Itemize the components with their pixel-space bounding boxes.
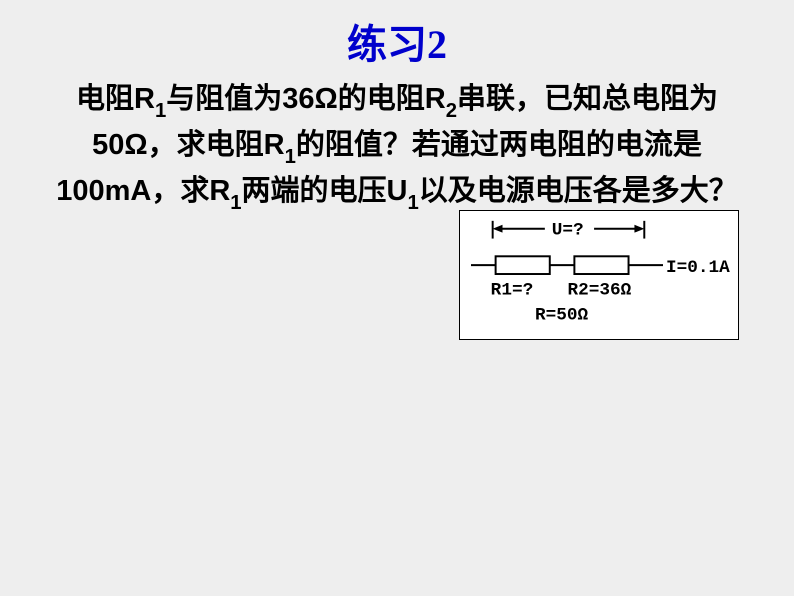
sub-r1-b: 1	[285, 146, 296, 168]
slide-title: 练习2	[0, 0, 794, 70]
resistor-r1	[496, 256, 550, 274]
u-arrow-left-head	[493, 225, 503, 233]
problem-line1-part3: 串联，已知总电阻为	[457, 83, 718, 115]
problem-line1-part1: 电阻R	[76, 83, 155, 115]
problem-line2-part2: 的阻值？若通过两电阻的电流是	[296, 129, 702, 161]
problem-line3-part1: 100mA，求R	[56, 175, 230, 207]
problem-statement: 电阻R1与阻值为36Ω的电阻R2串联，已知总电阻为 50Ω，求电阻R1的阻值？若…	[0, 70, 794, 217]
sub-r2: 2	[446, 100, 457, 122]
problem-line3-part2: 两端的电压U	[242, 175, 408, 207]
sub-r1: 1	[155, 100, 166, 122]
r-total-label-text: R=50Ω	[535, 305, 589, 325]
resistor-r2	[574, 256, 628, 274]
u-label-text: U=?	[552, 221, 584, 241]
r2-label-text: R2=36Ω	[567, 281, 631, 301]
u-arrow-right-head	[634, 225, 644, 233]
circuit-diagram: U=? R1=? R2=36Ω R=50Ω I=0.1A	[459, 210, 739, 340]
problem-line1-part2: 与阻值为36Ω的电阻R	[166, 83, 445, 115]
sub-r1-c: 1	[230, 192, 241, 214]
r1-label-text: R1=?	[491, 281, 534, 301]
i-label-text: I=0.1A	[666, 258, 730, 278]
problem-line2-part1: 50Ω，求电阻R	[92, 129, 284, 161]
problem-line3-part3: 以及电源电压各是多大？	[419, 175, 738, 207]
sub-u1: 1	[408, 192, 419, 214]
circuit-svg: U=? R1=? R2=36Ω R=50Ω I=0.1A	[460, 211, 738, 339]
